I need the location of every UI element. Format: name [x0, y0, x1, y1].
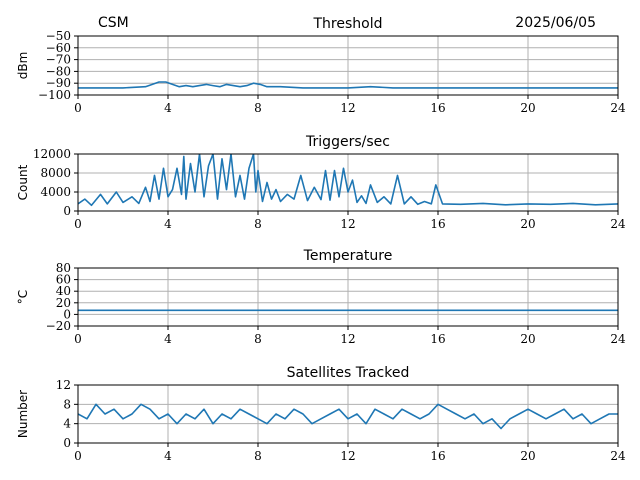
- panel-3-ytick-label: 40: [56, 284, 71, 298]
- panel-4-xtick-label: 20: [520, 449, 535, 463]
- panel-2-xtick-label: 0: [74, 217, 82, 231]
- panel-1-ytick-label: −90: [46, 76, 71, 90]
- panel-2-xtick-label: 4: [164, 217, 172, 231]
- panel-3-xtick-label: 20: [520, 332, 535, 346]
- panel-1-title: Threshold: [313, 16, 383, 32]
- panel-4-ytick-label: 8: [63, 397, 71, 411]
- panel-3-xtick-label: 0: [74, 332, 82, 346]
- panel-4-ytick-label: 12: [56, 378, 71, 392]
- panel-3-ytick-label: −20: [46, 319, 71, 333]
- panel-1-ytick-label: −80: [46, 64, 71, 78]
- panel-2-ytick-label: 12000: [33, 147, 71, 161]
- panel-1-ytick-label: −50: [46, 29, 71, 43]
- panel-4-xtick-label: 0: [74, 449, 82, 463]
- panel-1-xtick-label: 20: [520, 101, 535, 115]
- panel-1-ytick-label: −60: [46, 41, 71, 55]
- panel-3-xtick-label: 12: [340, 332, 355, 346]
- panel-4-ytick-label: 0: [63, 436, 71, 450]
- panel-1-xtick-label: 4: [164, 101, 172, 115]
- panel-4-ylabel: Number: [16, 390, 30, 438]
- panel-3-xtick-label: 4: [164, 332, 172, 346]
- panel-3-xtick-label: 8: [254, 332, 262, 346]
- panel-2-title: Triggers/sec: [305, 134, 390, 150]
- panel-2-xtick-label: 24: [610, 217, 626, 231]
- panel-1-xtick-label: 0: [74, 101, 82, 115]
- panel-1-ytick-label: −100: [38, 88, 71, 102]
- panel-1-xtick-label: 12: [340, 101, 355, 115]
- panel-3-ytick-label: 60: [56, 273, 71, 287]
- panel-4-title: Satellites Tracked: [287, 365, 410, 381]
- panel-3-ytick-label: 80: [56, 261, 71, 275]
- panel-4-series-line: [78, 403, 618, 430]
- panel-4-xtick-label: 8: [254, 449, 262, 463]
- panel-3-ylabel: °C: [16, 290, 30, 304]
- panel-3-ytick-label: 20: [56, 296, 71, 310]
- panel-3-xtick-label: 24: [610, 332, 626, 346]
- header-left-label: CSM: [98, 15, 129, 31]
- panel-2-xtick-label: 8: [254, 217, 262, 231]
- panel-1-series-line: [78, 81, 618, 89]
- panel-3-xtick-label: 16: [430, 332, 445, 346]
- panel-1-xtick-label: 8: [254, 101, 262, 115]
- panel-2-xtick-label: 12: [340, 217, 355, 231]
- panel-4-ytick-label: 4: [63, 417, 71, 431]
- panel-2-xtick-label: 16: [430, 217, 445, 231]
- panel-2-ytick-label: 8000: [40, 166, 71, 180]
- panel-4-xtick-label: 12: [340, 449, 355, 463]
- panel-2-ytick-label: 4000: [40, 185, 71, 199]
- header-right-label: 2025/06/05: [515, 15, 596, 31]
- panel-1-ylabel: dBm: [16, 52, 30, 80]
- panel-2-series-line: [78, 154, 618, 207]
- panel-4-xtick-label: 4: [164, 449, 172, 463]
- panel-2-ylabel: Count: [16, 164, 30, 200]
- panel-1-xtick-label: 24: [610, 101, 626, 115]
- panel-1-ytick-label: −70: [46, 53, 71, 67]
- panel-3-title: Temperature: [303, 248, 393, 264]
- panel-3-ytick-label: 0: [63, 307, 71, 321]
- panel-2-ytick-label: 0: [63, 204, 71, 218]
- panel-2-xtick-label: 20: [520, 217, 535, 231]
- panel-4-xtick-label: 16: [430, 449, 445, 463]
- panel-1-xtick-label: 16: [430, 101, 445, 115]
- panel-4-xtick-label: 24: [610, 449, 626, 463]
